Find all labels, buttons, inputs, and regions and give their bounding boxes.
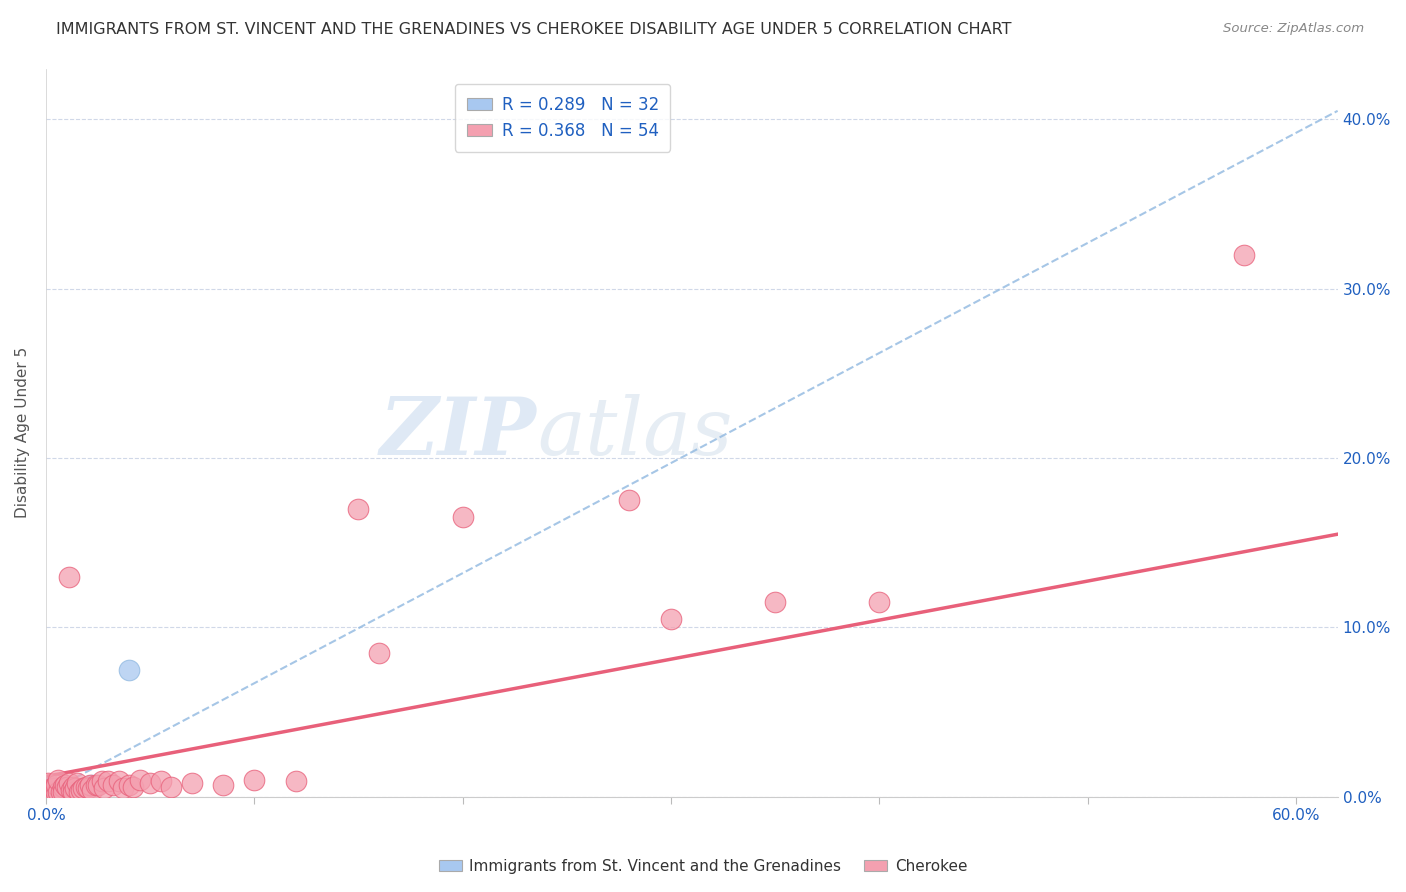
Text: IMMIGRANTS FROM ST. VINCENT AND THE GRENADINES VS CHEROKEE DISABILITY AGE UNDER : IMMIGRANTS FROM ST. VINCENT AND THE GREN… [56,22,1012,37]
Point [48,786,70,800]
Point [45,786,67,800]
Point [62,784,84,798]
Y-axis label: Disability Age Under 5: Disability Age Under 5 [15,347,30,518]
Point [72,781,94,796]
Point [76,781,98,796]
Point [59,784,82,798]
Legend: R = 0.289   N = 32, R = 0.368   N = 54: R = 0.289 N = 32, R = 0.368 N = 54 [456,84,671,152]
Point [44,786,66,800]
Legend: Immigrants from St. Vincent and the Grenadines, Cherokee: Immigrants from St. Vincent and the Gren… [433,853,973,880]
Point [79,778,101,792]
Point [48,784,70,798]
Point [37,776,59,790]
Text: atlas: atlas [537,394,733,471]
Point [56,780,79,794]
Point [45,786,67,800]
Point [619,493,641,508]
Point [87,778,110,792]
Text: Source: ZipAtlas.com: Source: ZipAtlas.com [1223,22,1364,36]
Point [59,783,82,797]
Point [41,781,63,796]
Point [149,774,172,789]
Point [101,778,124,792]
Point [285,774,308,789]
Point [212,778,235,792]
Point [58,776,80,790]
Point [41,786,63,800]
Point [41,786,63,800]
Point [118,778,141,792]
Point [66,776,89,790]
Point [39,784,62,798]
Point [1233,248,1256,262]
Point [37,781,59,796]
Point [44,786,66,800]
Point [49,784,72,798]
Point [108,774,131,789]
Point [368,646,391,660]
Point [39,786,62,800]
Point [39,786,62,800]
Point [451,510,474,524]
Point [44,784,66,798]
Point [53,784,76,798]
Point [70,783,93,797]
Point [44,786,66,800]
Point [39,788,62,802]
Point [659,612,682,626]
Point [49,786,72,800]
Point [41,786,63,800]
Point [58,784,80,798]
Point [44,788,66,802]
Text: ZIP: ZIP [380,394,537,471]
Point [56,783,79,797]
Point [97,774,120,789]
Point [91,774,114,789]
Point [93,781,115,796]
Point [75,780,97,794]
Point [45,786,67,800]
Point [48,772,70,787]
Point [44,781,66,796]
Point [37,786,59,800]
Point [128,772,150,787]
Point [347,501,370,516]
Point [122,780,145,794]
Point [763,595,786,609]
Point [48,784,70,798]
Point [868,595,890,609]
Point [52,786,75,800]
Point [180,776,202,790]
Point [63,783,86,797]
Point [80,778,103,792]
Point [139,776,162,790]
Point [52,784,75,798]
Point [45,783,67,797]
Point [52,780,75,794]
Point [52,784,75,798]
Point [112,781,135,796]
Point [56,784,79,798]
Point [84,778,107,792]
Point [39,784,62,798]
Point [160,780,183,794]
Point [41,784,63,798]
Point [67,784,90,798]
Point [37,784,59,798]
Point [118,663,141,677]
Point [53,778,76,792]
Point [58,569,80,583]
Point [45,778,67,792]
Point [80,783,103,797]
Point [63,781,86,796]
Point [243,772,266,787]
Point [49,784,72,798]
Point [62,780,84,794]
